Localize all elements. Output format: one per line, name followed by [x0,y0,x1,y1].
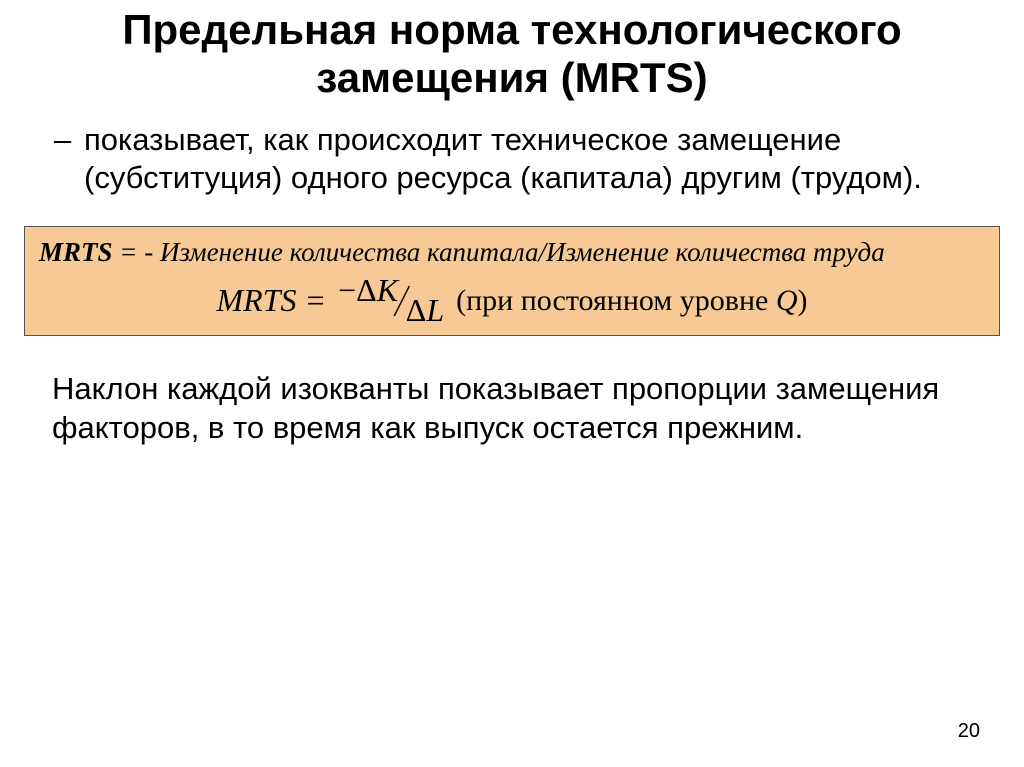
delta-icon: Δ [356,272,377,308]
fraction-denominator: ΔL [400,292,446,329]
formula-text-definition: MRTS = - Изменение количества капитала/И… [39,237,985,268]
bottom-paragraph: Наклон каждой изокванты показывает пропо… [0,336,1024,448]
condition-open: (при постоянном уровне [456,284,776,317]
page-number: 20 [958,720,980,743]
delta-icon: Δ [406,292,427,328]
formula-lhs: MRTS = [216,282,326,319]
slide: Предельная норма технологического замеще… [0,0,1024,767]
formula-line1-rest: = - Изменение количества капитала/Измене… [113,237,885,267]
formula-condition: (при постоянном уровне Q) [456,284,807,318]
fraction: −ΔK ∕ ΔL [336,282,446,319]
slide-title: Предельная норма технологического замеще… [0,0,1024,103]
formula-equation: MRTS = −ΔK ∕ ΔL (при постоянном уровне Q… [39,282,985,319]
bullet-item: – показывает, как происходит техническое… [50,121,974,199]
slide-body: – показывает, как происходит техническое… [0,103,1024,199]
variable-k: K [377,272,398,308]
minus-sign: − [338,272,356,308]
variable-l: L [426,292,444,328]
fraction-numerator: −ΔK [336,272,404,309]
formula-box: MRTS = - Изменение количества капитала/И… [24,226,1000,336]
bullet-text: показывает, как происходит техническое з… [84,121,974,199]
condition-close: ) [798,284,808,317]
bullet-dash-icon: – [50,121,84,160]
variable-q: Q [776,284,798,317]
mrts-label: MRTS [39,237,113,267]
